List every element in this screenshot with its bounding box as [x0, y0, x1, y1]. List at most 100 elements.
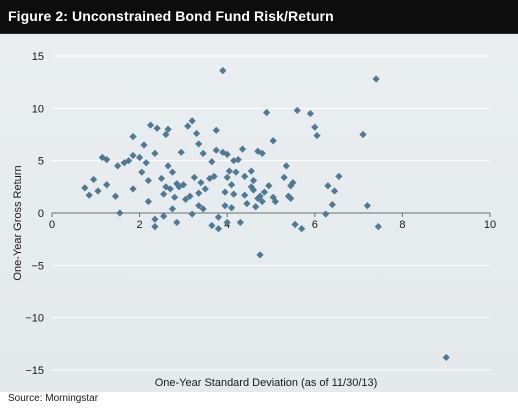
data-point — [140, 141, 148, 149]
data-point — [160, 212, 168, 220]
data-point — [265, 182, 273, 190]
data-point — [162, 130, 170, 139]
data-point — [256, 251, 264, 259]
data-point — [85, 191, 93, 199]
data-point — [247, 167, 255, 175]
data-point — [146, 121, 155, 129]
data-point — [223, 173, 231, 182]
data-point — [311, 123, 319, 131]
data-point — [184, 122, 192, 130]
data-point — [254, 147, 262, 155]
data-point — [219, 67, 227, 75]
x-axis-label: One-Year Standard Deviation (as of 11/30… — [155, 377, 378, 389]
data-point — [188, 117, 196, 125]
x-tick-label: 2 — [137, 219, 143, 231]
data-point — [168, 205, 177, 213]
data-point — [322, 210, 330, 218]
data-point — [90, 175, 98, 184]
y-tick-label: 5 — [38, 156, 44, 168]
data-point — [136, 153, 144, 162]
data-point — [188, 210, 196, 218]
data-point — [181, 195, 190, 203]
data-point — [144, 197, 152, 206]
data-point — [179, 181, 187, 189]
data-point — [157, 174, 166, 183]
data-point — [258, 197, 266, 206]
data-point — [94, 187, 102, 195]
data-point — [201, 185, 209, 193]
data-point — [195, 140, 203, 148]
data-point — [241, 191, 249, 199]
data-point — [256, 192, 264, 200]
y-tick-label: 0 — [38, 208, 44, 220]
data-point — [221, 202, 229, 210]
data-point — [208, 158, 216, 166]
data-point — [324, 182, 332, 190]
y-tick-label: 15 — [32, 51, 44, 63]
data-point — [241, 172, 249, 180]
data-point — [195, 189, 203, 197]
data-point — [232, 168, 240, 176]
data-point — [252, 203, 260, 211]
data-point — [103, 156, 111, 164]
data-point — [234, 156, 242, 164]
data-point — [116, 209, 124, 217]
data-point — [190, 173, 198, 182]
data-point — [230, 190, 238, 198]
data-point — [173, 218, 181, 227]
x-tick-label: 6 — [312, 219, 318, 231]
data-point — [291, 220, 299, 229]
data-point — [225, 167, 233, 175]
y-tick-label: −10 — [25, 313, 44, 325]
data-point — [271, 197, 279, 206]
x-tick-label: 8 — [399, 219, 405, 231]
data-point — [164, 125, 172, 133]
chart-panel: −15−10−50510150246810One-Year Standard D… — [0, 34, 518, 392]
data-point — [306, 109, 315, 118]
data-point — [125, 157, 133, 165]
data-point — [103, 181, 111, 189]
data-point — [374, 223, 382, 231]
y-axis-label: One-Year Gross Return — [12, 165, 24, 280]
data-point — [258, 149, 266, 157]
data-point — [313, 131, 321, 140]
figure-title: Figure 2: Unconstrained Bond Fund Risk/R… — [8, 8, 334, 24]
data-point — [142, 159, 150, 167]
data-point — [177, 148, 185, 156]
data-point — [210, 172, 218, 180]
data-point — [151, 149, 159, 157]
data-point — [199, 205, 207, 213]
x-tick-label: 10 — [484, 219, 496, 231]
data-point — [144, 176, 152, 185]
data-point — [372, 75, 380, 83]
data-point — [153, 124, 161, 132]
data-point — [249, 186, 258, 194]
data-point — [223, 218, 231, 227]
data-point — [260, 188, 269, 196]
data-point — [263, 108, 271, 117]
data-point — [280, 173, 288, 182]
data-point — [298, 225, 306, 233]
data-point — [335, 172, 343, 180]
data-point — [186, 192, 194, 200]
y-tick-label: −15 — [25, 365, 44, 377]
data-point — [359, 130, 367, 139]
source-note: Source: Morningstar — [8, 393, 99, 404]
data-point — [254, 194, 262, 202]
data-point — [212, 126, 220, 134]
data-point — [129, 151, 137, 160]
data-point — [293, 106, 301, 115]
data-point — [282, 162, 290, 170]
data-point — [166, 185, 174, 193]
data-point — [129, 185, 137, 193]
data-point — [129, 132, 137, 141]
data-point — [227, 181, 236, 189]
data-point — [214, 225, 223, 233]
data-point — [195, 202, 203, 210]
data-point — [330, 187, 339, 195]
data-point — [249, 176, 258, 185]
data-point — [111, 192, 120, 200]
data-point — [164, 162, 172, 170]
data-point — [363, 202, 371, 210]
data-point — [227, 204, 236, 212]
